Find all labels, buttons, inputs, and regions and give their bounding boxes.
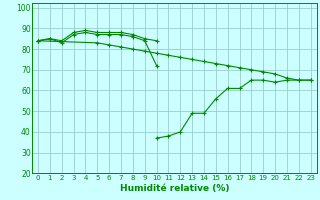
X-axis label: Humidité relative (%): Humidité relative (%)	[120, 184, 229, 193]
